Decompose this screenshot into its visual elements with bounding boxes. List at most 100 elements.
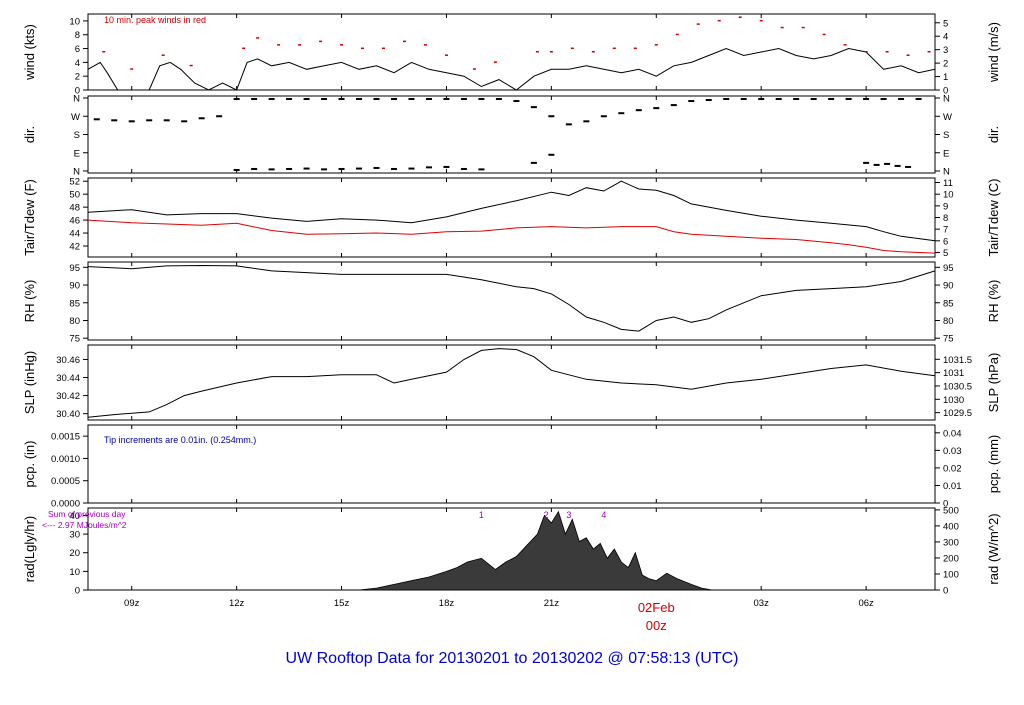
peak-wind-point: [549, 51, 553, 53]
xtick-label: 12z: [229, 598, 245, 609]
direction-point: [268, 98, 275, 101]
peak-wind-point: [102, 51, 106, 53]
ytick-label-right: 9: [943, 201, 948, 212]
direction-point: [128, 120, 135, 123]
panel-frame-rh: [87, 261, 936, 341]
direction-point: [618, 112, 625, 115]
wind-annotation: 10 min. peak winds in red: [104, 15, 206, 25]
direction-point: [688, 100, 695, 103]
peak-wind-point: [277, 44, 281, 46]
ytick-label-right: 0.04: [943, 428, 962, 439]
ylabel-right-pressure: SLP (hPa): [986, 353, 1001, 413]
ytick-label-left: 75: [69, 334, 80, 345]
direction-point: [425, 98, 432, 101]
peak-wind-point: [130, 68, 134, 70]
chart-title: UW Rooftop Data for 20130201 to 20130202…: [285, 650, 739, 667]
ytick-label-right: 4: [943, 32, 948, 43]
direction-point: [915, 98, 922, 101]
xtick-label: 18z: [439, 598, 455, 609]
ytick-label-right: 1030: [943, 395, 964, 406]
series-line-slp: [87, 348, 936, 418]
peak-wind-point: [444, 54, 448, 56]
direction-point: [635, 109, 642, 112]
ytick-label-left: 0.0015: [51, 432, 80, 443]
peak-wind-point: [189, 64, 193, 67]
ytick-label-left: 42: [69, 241, 80, 252]
peak-wind-point: [472, 68, 476, 70]
ylabel-left-radiation: rad(Lgly/hr): [22, 516, 37, 582]
direction-point: [408, 167, 415, 170]
ylabel-right-direction: dir.: [986, 126, 1001, 143]
direction-point: [163, 119, 170, 122]
ytick-label-right: S: [943, 130, 949, 141]
ytick-label-left: 52: [69, 177, 80, 188]
direction-point: [268, 168, 275, 171]
direction-point: [390, 167, 397, 170]
peak-wind-point: [242, 47, 246, 50]
ytick-label-left: 44: [69, 229, 80, 240]
direction-point: [583, 120, 590, 123]
ytick-label-left: 30.46: [56, 355, 80, 366]
ylabel-left-pressure: SLP (inHg): [22, 351, 37, 414]
peak-wind-point: [633, 47, 637, 50]
ytick-label-right: 0: [943, 86, 948, 97]
direction-point: [146, 119, 153, 122]
rad-marker: 4: [601, 510, 606, 520]
peak-wind-point: [801, 26, 805, 29]
direction-point: [513, 100, 520, 103]
ytick-label-left: 95: [69, 263, 80, 274]
ytick-label-left: 30: [69, 530, 80, 541]
ylabel-right-wind: wind (m/s): [986, 22, 1001, 83]
peak-wind-point: [822, 33, 826, 36]
peak-wind-point: [298, 44, 302, 46]
ytick-label-right: 7: [943, 225, 948, 236]
direction-point: [548, 153, 555, 156]
ytick-label-left: 2: [75, 72, 80, 83]
rad-marker: 1: [479, 510, 484, 520]
ytick-label-left: 10: [69, 567, 80, 578]
ytick-label-right: 100: [943, 569, 959, 580]
direction-point: [884, 162, 891, 165]
series-line-tair: [87, 180, 936, 242]
peak-wind-point: [402, 40, 406, 43]
direction-point: [216, 115, 223, 118]
peak-wind-point: [340, 44, 344, 46]
ytick-label-left: 0.0005: [51, 476, 80, 487]
ytick-label-left: 80: [69, 316, 80, 327]
peak-wind-point: [256, 37, 260, 39]
rad-annotation-2: <--- 2.97 MJoules/m^2: [42, 520, 127, 530]
ytick-label-right: 8: [943, 213, 948, 224]
direction-point: [530, 106, 537, 109]
direction-point: [495, 98, 502, 101]
direction-point: [880, 98, 887, 101]
ylabel-left-precipitation: pcp. (in): [22, 441, 37, 488]
direction-point: [251, 167, 258, 170]
direction-point: [303, 167, 310, 170]
direction-point: [338, 167, 345, 170]
ytick-label-right: 0.01: [943, 481, 962, 492]
direction-point: [373, 166, 380, 169]
ytick-label-right: 1029.5: [943, 408, 972, 419]
direction-point: [233, 168, 240, 171]
peak-wind-point: [161, 54, 165, 56]
ytick-label-left: S: [74, 130, 80, 141]
panel-frame-direction: [87, 95, 936, 174]
peak-wind-point: [535, 51, 539, 53]
rad-annotation-1: Sum of previous day: [48, 509, 126, 519]
ytick-label-right: 90: [943, 281, 954, 292]
ytick-label-left: 10: [69, 16, 80, 27]
ytick-label-left: 30.40: [56, 409, 80, 420]
peak-wind-point: [906, 54, 910, 56]
direction-point: [478, 98, 485, 101]
direction-point: [775, 98, 782, 101]
ytick-label-left: 0.0000: [51, 499, 80, 510]
ytick-label-left: N: [73, 167, 80, 178]
ytick-label-right: 85: [943, 298, 954, 309]
ytick-label-right: 80: [943, 316, 954, 327]
peak-wind-point: [927, 51, 931, 53]
peak-wind-point: [843, 44, 847, 46]
ytick-label-left: 85: [69, 298, 80, 309]
xtick-label: 21z: [544, 598, 560, 609]
ytick-label-left: 30.44: [56, 373, 80, 384]
ytick-label-right: 200: [943, 553, 959, 564]
